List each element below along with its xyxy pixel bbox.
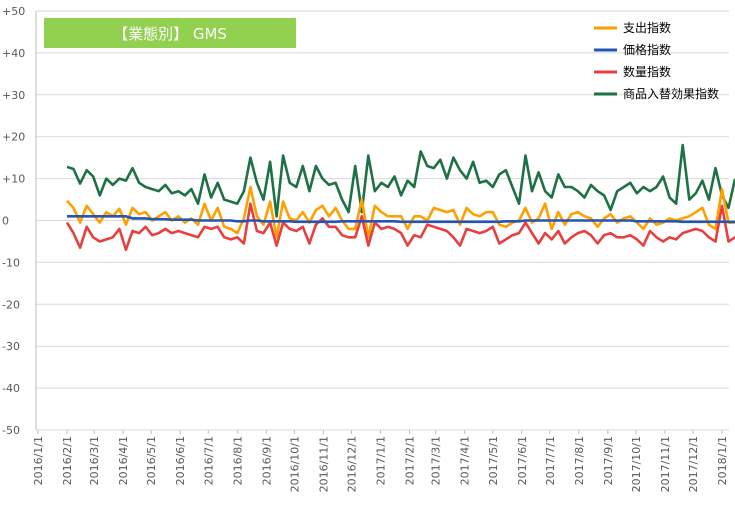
y-tick-label: 0 [2, 215, 9, 228]
x-tick-label: 2017/11/1 [659, 436, 672, 492]
x-tick-label: 2016/11/1 [317, 436, 330, 492]
y-tick-label: +30 [2, 89, 25, 102]
series-line-0 [66, 185, 735, 239]
y-tick-label: -10 [2, 256, 20, 269]
x-tick-label: 2016/3/1 [88, 436, 101, 485]
series-line-3 [66, 143, 735, 218]
series-line-2 [65, 202, 735, 252]
x-tick-label: 2017/2/1 [403, 436, 416, 485]
x-tick-label: 2017/9/1 [602, 436, 615, 485]
x-tick-label: 2016/5/1 [145, 436, 158, 485]
legend-label: 支出指数 [623, 20, 671, 35]
x-tick-label: 2017/3/1 [430, 436, 443, 485]
legend-label: 商品入替効果指数 [623, 86, 719, 101]
legend-label: 数量指数 [623, 64, 671, 79]
chart-title-badge: 【業態別】 GMS [44, 18, 296, 48]
x-tick-label: 2016/6/1 [174, 436, 187, 485]
legend-label: 価格指数 [623, 42, 671, 57]
y-tick-label: -50 [2, 424, 20, 437]
y-tick-label: -20 [2, 298, 20, 311]
y-tick-label: -40 [2, 382, 20, 395]
x-tick-label: 2016/12/1 [345, 436, 358, 492]
x-tick-label: 2016/8/1 [231, 436, 244, 485]
x-tick-label: 2018/1/1 [716, 436, 729, 485]
x-tick-label: 2016/7/1 [202, 436, 215, 485]
x-tick-label: 2016/9/1 [260, 436, 273, 485]
x-tick-label: 2017/7/1 [544, 436, 557, 485]
x-tick-label: 2017/5/1 [487, 436, 500, 485]
y-tick-label: -30 [2, 340, 20, 353]
x-tick-label: 2017/12/1 [687, 436, 700, 492]
x-tick-label: 2016/10/1 [288, 436, 301, 492]
series-line-1 [67, 215, 735, 224]
y-tick-label: +10 [2, 173, 25, 186]
y-axis-ticks: +50 +40 +30 +20 +10 0 -10 -20 -30 -40 -50 [2, 5, 25, 437]
x-axis-ticks: 2016/1/1 2016/2/1 2016/3/1 2016/4/1 2016/5/1… [32, 430, 729, 492]
x-tick-label: 2017/1/1 [374, 436, 387, 485]
x-tick-label: 2017/8/1 [573, 436, 586, 485]
series-lines [65, 143, 735, 252]
x-tick-label: 2016/4/1 [117, 436, 130, 485]
x-tick-label: 2016/1/1 [32, 436, 45, 485]
y-tick-label: +40 [2, 47, 25, 60]
x-tick-label: 2017/4/1 [459, 436, 472, 485]
x-tick-label: 2017/10/1 [630, 436, 643, 492]
x-tick-label: 2016/2/1 [61, 436, 74, 485]
y-tick-label: +50 [2, 5, 25, 18]
x-tick-label: 2017/6/1 [516, 436, 529, 485]
y-tick-label: +20 [2, 131, 25, 144]
